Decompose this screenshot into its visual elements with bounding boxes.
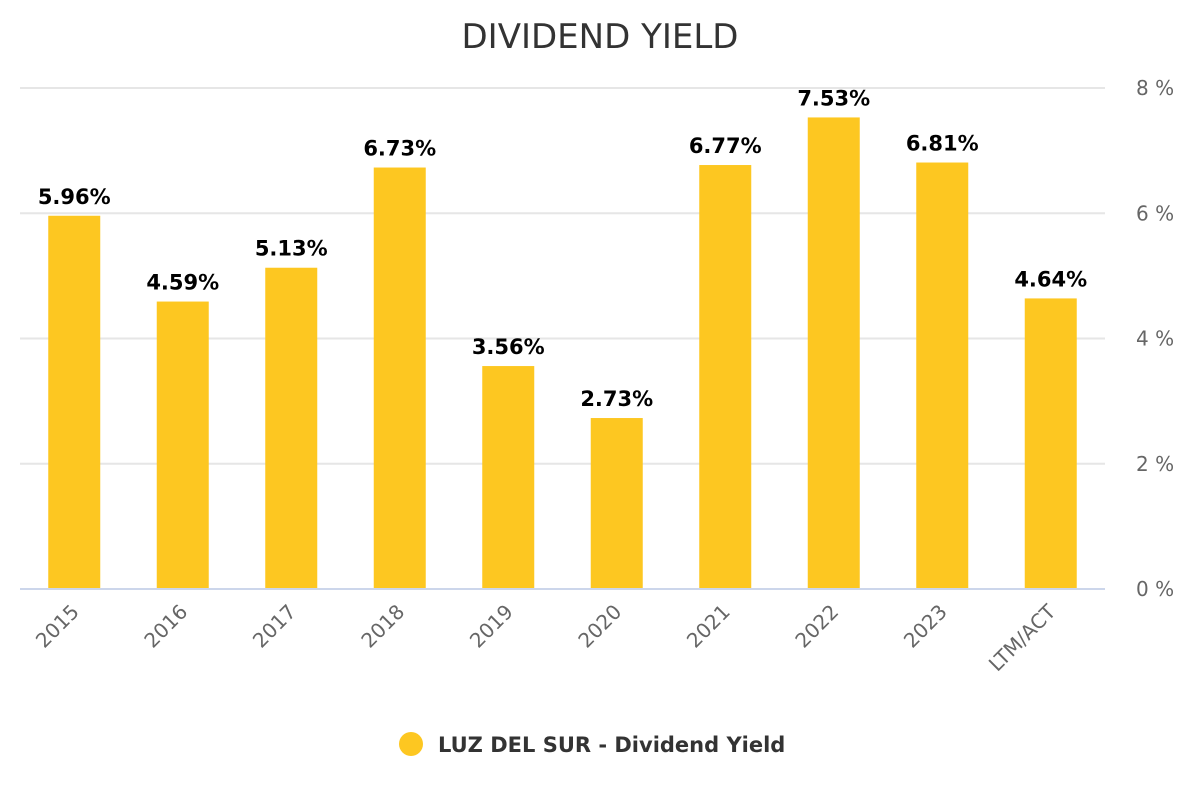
bar[interactable] <box>699 165 752 589</box>
legend[interactable]: LUZ DEL SUR - Dividend Yield <box>399 732 785 757</box>
x-tick-label: 2019 <box>465 600 518 653</box>
y-tick-label: 0 % <box>1136 577 1174 601</box>
data-label: 2.73% <box>580 387 653 411</box>
y-axis-ticks: 0 % 2 % 4 % 6 % 8 % <box>1136 76 1174 601</box>
data-label: 4.64% <box>1014 267 1087 291</box>
chart-title: DIVIDEND YIELD <box>462 17 739 57</box>
x-tick-label: LTM/ACT <box>984 599 1061 676</box>
data-label: 6.73% <box>363 137 436 161</box>
x-tick-label: 2018 <box>356 600 409 653</box>
x-tick-label: 2017 <box>248 600 301 653</box>
bar[interactable] <box>482 366 535 589</box>
x-tick-label: 2021 <box>682 600 735 653</box>
x-tick-label: 2016 <box>139 600 192 653</box>
y-tick-label: 6 % <box>1136 201 1174 225</box>
data-labels: 5.96% 4.59% 5.13% 6.73% 3.56% 2.73% 6.77% 7.53%… <box>38 86 1087 411</box>
bar[interactable] <box>1024 298 1077 589</box>
x-tick-label: 2022 <box>790 600 843 653</box>
data-label: 6.77% <box>689 134 762 158</box>
x-axis-ticks: 2015 2016 2017 2018 2019 2020 2021 2022 2023 LTM/… <box>31 599 1061 676</box>
bar[interactable] <box>916 162 969 589</box>
data-label: 5.13% <box>255 237 328 261</box>
bar[interactable] <box>156 301 209 589</box>
y-tick-label: 2 % <box>1136 452 1174 476</box>
y-tick-label: 4 % <box>1136 327 1174 351</box>
x-tick-label: 2015 <box>31 600 84 653</box>
bars <box>48 117 1077 589</box>
x-tick-label: 2023 <box>899 600 952 653</box>
y-tick-label: 8 % <box>1136 76 1174 100</box>
data-label: 5.96% <box>38 185 111 209</box>
data-label: 7.53% <box>797 86 870 110</box>
bar[interactable] <box>48 215 101 589</box>
data-label: 3.56% <box>472 335 545 359</box>
bar[interactable] <box>807 117 860 589</box>
x-tick-label: 2020 <box>573 600 626 653</box>
bar[interactable] <box>265 267 318 589</box>
data-label: 4.59% <box>146 271 219 295</box>
legend-label[interactable]: LUZ DEL SUR - Dividend Yield <box>438 733 785 757</box>
data-label: 6.81% <box>906 132 979 156</box>
bar[interactable] <box>373 167 426 589</box>
bar[interactable] <box>590 418 643 589</box>
legend-marker-icon[interactable] <box>399 732 423 756</box>
